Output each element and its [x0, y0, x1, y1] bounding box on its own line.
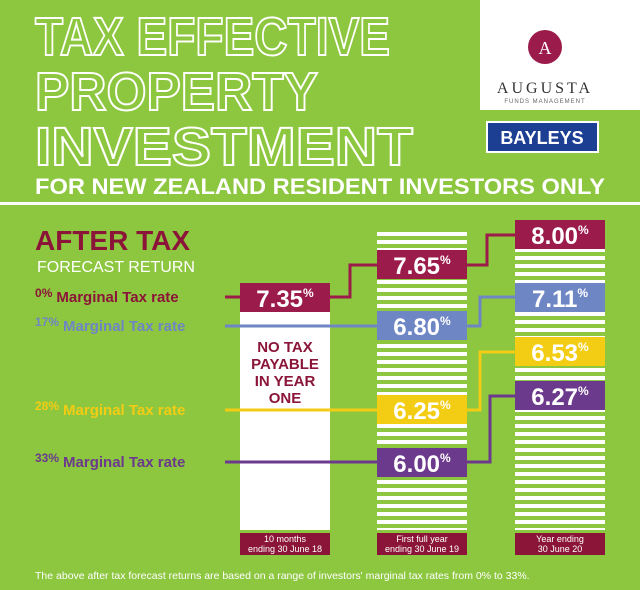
value-number: 6.27 [531, 384, 578, 411]
heading: AFTER TAX [35, 225, 190, 256]
no-tax-note: NO TAX PAYABLE IN YEAR ONE [251, 339, 319, 407]
value-unit: % [578, 340, 589, 354]
value: 6.53% [531, 340, 589, 367]
title-line: PROPERTY [35, 62, 318, 122]
note-line: IN YEAR [255, 373, 316, 390]
note-line: ONE [269, 390, 302, 407]
bayleys: BAYLEYS [500, 128, 583, 148]
column-3 [515, 220, 605, 530]
value-number: 8.00 [531, 223, 578, 250]
column-1 [240, 298, 330, 530]
column-label: ending 30 June 18 [248, 544, 322, 554]
value: 8.00% [531, 223, 589, 250]
value-box [515, 381, 605, 410]
value-number: 7.65 [393, 253, 440, 280]
column-label: 10 months [264, 534, 307, 544]
column-label: First full year [396, 534, 448, 544]
heading-sub: FORECAST RETURN [37, 259, 195, 276]
value-number: 6.00 [393, 451, 440, 478]
value: 6.27% [531, 384, 589, 411]
value: 6.80% [393, 314, 451, 341]
separator [0, 202, 640, 205]
connector [330, 263, 377, 299]
title-line: INVESTMENT [35, 117, 413, 177]
note-line: PAYABLE [251, 356, 319, 373]
value: 7.11% [532, 286, 588, 313]
monogram-circle [528, 30, 562, 64]
connector [467, 295, 515, 328]
value-unit: % [303, 286, 314, 300]
augusta: AUGUSTA [497, 80, 593, 97]
value-unit: % [440, 398, 451, 412]
column-label: Year ending [536, 534, 584, 544]
footer: The above after tax forecast returns are… [35, 570, 530, 582]
row-labels: 0% Marginal Tax rate 17% Marginal Tax rate… [35, 286, 185, 471]
value-number: 7.35 [256, 286, 303, 313]
value-number: 6.80 [393, 314, 440, 341]
value-box [515, 283, 605, 312]
column-label-box [377, 533, 467, 555]
value-box [515, 337, 605, 366]
value-number: 6.25 [393, 398, 440, 425]
value-unit: % [440, 451, 451, 465]
row-label: 0% Marginal Tax rate [35, 286, 179, 306]
column-label-box [515, 533, 605, 555]
value-boxes: 7.35%7.65%8.00%6.80%7.11%6.25%6.53%6.00%… [240, 220, 605, 478]
bayleys-logo [486, 121, 599, 153]
value-unit: % [577, 286, 588, 300]
connector [467, 350, 515, 412]
value: 6.25% [393, 398, 451, 425]
subtitle: FOR NEW ZEALAND RESIDENT INVESTORS ONLY [35, 174, 605, 199]
connectors [225, 233, 515, 464]
row-label: 33% Marginal Tax rate [35, 451, 185, 471]
value-box [377, 250, 467, 279]
row-label: 17% Marginal Tax rate [35, 315, 185, 335]
column-label-box [240, 533, 330, 555]
value-unit: % [440, 253, 451, 267]
value: 6.00% [393, 451, 451, 478]
connector [467, 394, 515, 464]
value-number: 6.53 [531, 340, 578, 367]
title: TAX EFFECTIVE PROPERTY INVESTMENT [34, 6, 414, 178]
monogram: A [539, 38, 552, 58]
column-label: ending 30 June 19 [385, 544, 459, 554]
value: 7.35% [256, 286, 314, 313]
connector [467, 233, 515, 267]
value-unit: % [578, 384, 589, 398]
value-box [377, 395, 467, 424]
value-box [377, 311, 467, 340]
row-label: 28% Marginal Tax rate [35, 399, 185, 419]
value-box [377, 448, 467, 477]
note-line: NO TAX [257, 339, 313, 356]
column-label: 30 June 20 [538, 544, 583, 554]
value-number: 7.11 [532, 286, 577, 313]
value-unit: % [578, 223, 589, 237]
augusta-tagline: FUNDS MANAGEMENT [504, 99, 585, 105]
value-box [515, 220, 605, 249]
value: 7.65% [393, 253, 451, 280]
value-box [240, 283, 330, 312]
title-line: TAX EFFECTIVE [35, 7, 390, 67]
value-unit: % [440, 314, 451, 328]
